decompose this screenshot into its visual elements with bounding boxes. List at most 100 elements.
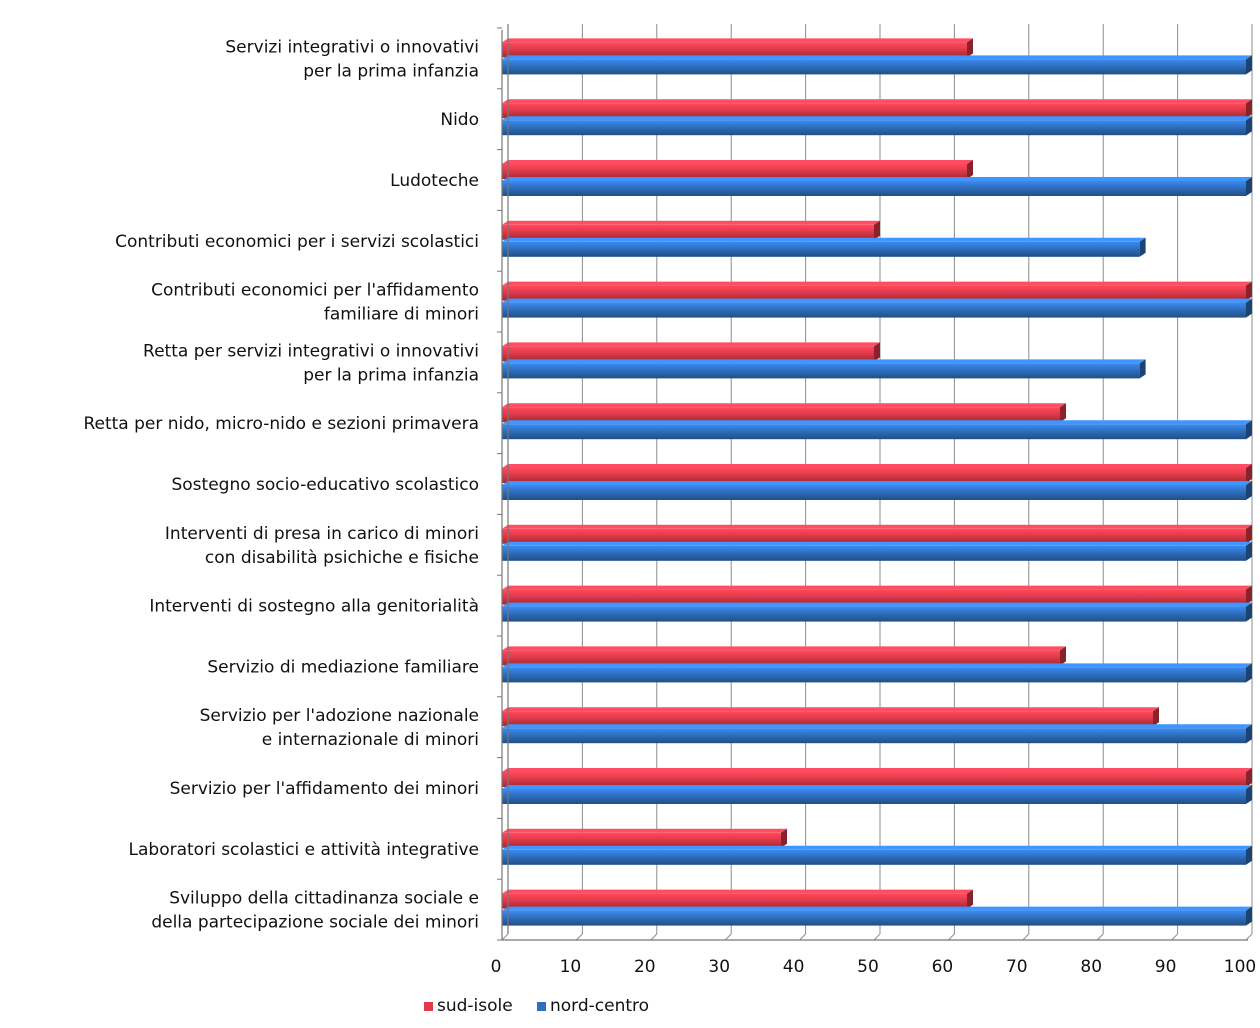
bar-end-face [1246, 464, 1252, 483]
bar-nord-centro [502, 116, 1252, 136]
bar-top-face [502, 785, 1252, 789]
bar-end-face [1246, 541, 1252, 561]
x-tick-label: 40 [783, 957, 805, 977]
bar-sud-isole [502, 160, 973, 179]
category-label: Servizio per l'adozione nazionale [200, 706, 479, 726]
x-tick-label: 100 [1224, 957, 1256, 977]
bar-nord-centro [502, 724, 1252, 744]
bar-front-face [502, 302, 1246, 318]
bar-front-face [502, 468, 1246, 483]
bar-end-face [1246, 420, 1252, 440]
bar-top-face [502, 99, 1252, 104]
bar-nord-centro [502, 177, 1252, 196]
bar-top-face [502, 177, 1252, 181]
bar-sud-isole [502, 585, 1252, 605]
bar-top-face [502, 845, 1252, 850]
bar-end-face [1153, 707, 1159, 727]
bar-front-face [502, 164, 967, 179]
bar-nord-centro [502, 906, 1252, 926]
bar-end-face [874, 220, 880, 240]
category-label: della partecipazione sociale dei minori [151, 913, 479, 933]
gridline-floor [576, 933, 583, 941]
bar-end-face [1246, 481, 1252, 500]
bar-front-face [502, 241, 1140, 257]
category-label: Servizio di mediazione familiare [207, 657, 479, 677]
gridline-floor [1171, 933, 1178, 941]
category-label: Sostegno socio-educativo scolastico [171, 475, 479, 495]
bar-top-face [502, 160, 973, 164]
bar-top-face [502, 281, 1252, 286]
x-tick-label: 50 [857, 957, 879, 977]
bar-sud-isole [502, 707, 1159, 727]
bar-top-face [502, 707, 1159, 712]
bar-top-face [502, 724, 1252, 729]
category-label: Contributi economici per l'affidamento [151, 281, 479, 301]
bar-end-face [1246, 116, 1252, 136]
bar-front-face [502, 832, 781, 848]
bar-front-face [502, 485, 1246, 500]
bar-front-face [502, 667, 1246, 683]
category-label: Interventi di sostegno alla genitorialit… [149, 597, 479, 617]
bar-sud-isole [502, 646, 1066, 666]
gridline-floor [724, 933, 732, 941]
bar-top-face [502, 116, 1252, 121]
category-label: Ludoteche [390, 171, 479, 191]
gridline-floor [501, 933, 509, 941]
category-label: Servizio per l'affidamento dei minori [170, 779, 479, 799]
category-label: Contributi economici per i servizi scola… [115, 232, 479, 252]
x-tick-label: 10 [560, 957, 582, 977]
bar-end-face [1246, 177, 1252, 196]
bar-front-face [502, 772, 1246, 787]
bar-end-face [1139, 359, 1146, 379]
bar-top-face [502, 403, 1066, 408]
bar-end-face [1246, 768, 1252, 787]
bar-sud-isole [502, 281, 1252, 301]
x-tick-label: 80 [1080, 957, 1102, 977]
category-label: Servizi integrativi o innovativi [225, 37, 479, 57]
bar-end-face [1246, 585, 1252, 605]
bar-top-face [502, 602, 1252, 607]
bar-top-face [502, 38, 973, 43]
bar-sud-isole [502, 889, 973, 909]
category-label: familiare di minori [324, 305, 479, 325]
bar-front-face [502, 407, 1060, 423]
bar-front-face [502, 893, 967, 909]
bar-front-face [502, 545, 1246, 561]
bar-top-face [502, 464, 1252, 468]
bar-front-face [502, 589, 1246, 605]
bar-nord-centro [502, 359, 1146, 379]
bar-top-face [502, 481, 1252, 485]
bar-nord-centro [502, 541, 1252, 561]
bar-sud-isole [502, 99, 1252, 119]
bar-nord-centro [502, 785, 1252, 804]
bar-front-face [502, 103, 1246, 119]
bar-end-face [1246, 602, 1252, 622]
category-label: per la prima infanzia [303, 61, 479, 81]
category-label: per la prima infanzia [303, 365, 479, 385]
bar-nord-centro [502, 298, 1252, 318]
bar-end-face [1246, 906, 1252, 926]
bar-top-face [502, 359, 1146, 364]
gridline-floor [948, 933, 955, 941]
bar-front-face [502, 650, 1060, 666]
bar-front-face [502, 728, 1246, 744]
bar-top-face [502, 646, 1066, 651]
category-label: Interventi di presa in carico di minori [165, 524, 479, 544]
gridline-floor [873, 933, 881, 941]
bar-top-face [502, 237, 1146, 242]
bar-top-face [502, 420, 1252, 425]
bar-end-face [967, 889, 973, 909]
legend-swatch [424, 1002, 433, 1011]
bar-top-face [502, 524, 1252, 529]
category-label: Retta per servizi integrativi o innovati… [143, 341, 479, 361]
bar-front-face [502, 120, 1246, 136]
bar-end-face [1246, 845, 1252, 865]
bar-nord-centro [502, 845, 1252, 865]
bar-nord-centro [502, 481, 1252, 500]
x-tick-labels: 0 10 20 30 40 50 60 70 80 90 100 [491, 957, 1257, 977]
bar-top-face [502, 298, 1252, 303]
bar-nord-centro [502, 602, 1252, 622]
bar-front-face [502, 606, 1246, 622]
legend: sud-isole nord-centro [424, 996, 649, 1016]
bar-nord-centro [502, 55, 1252, 75]
